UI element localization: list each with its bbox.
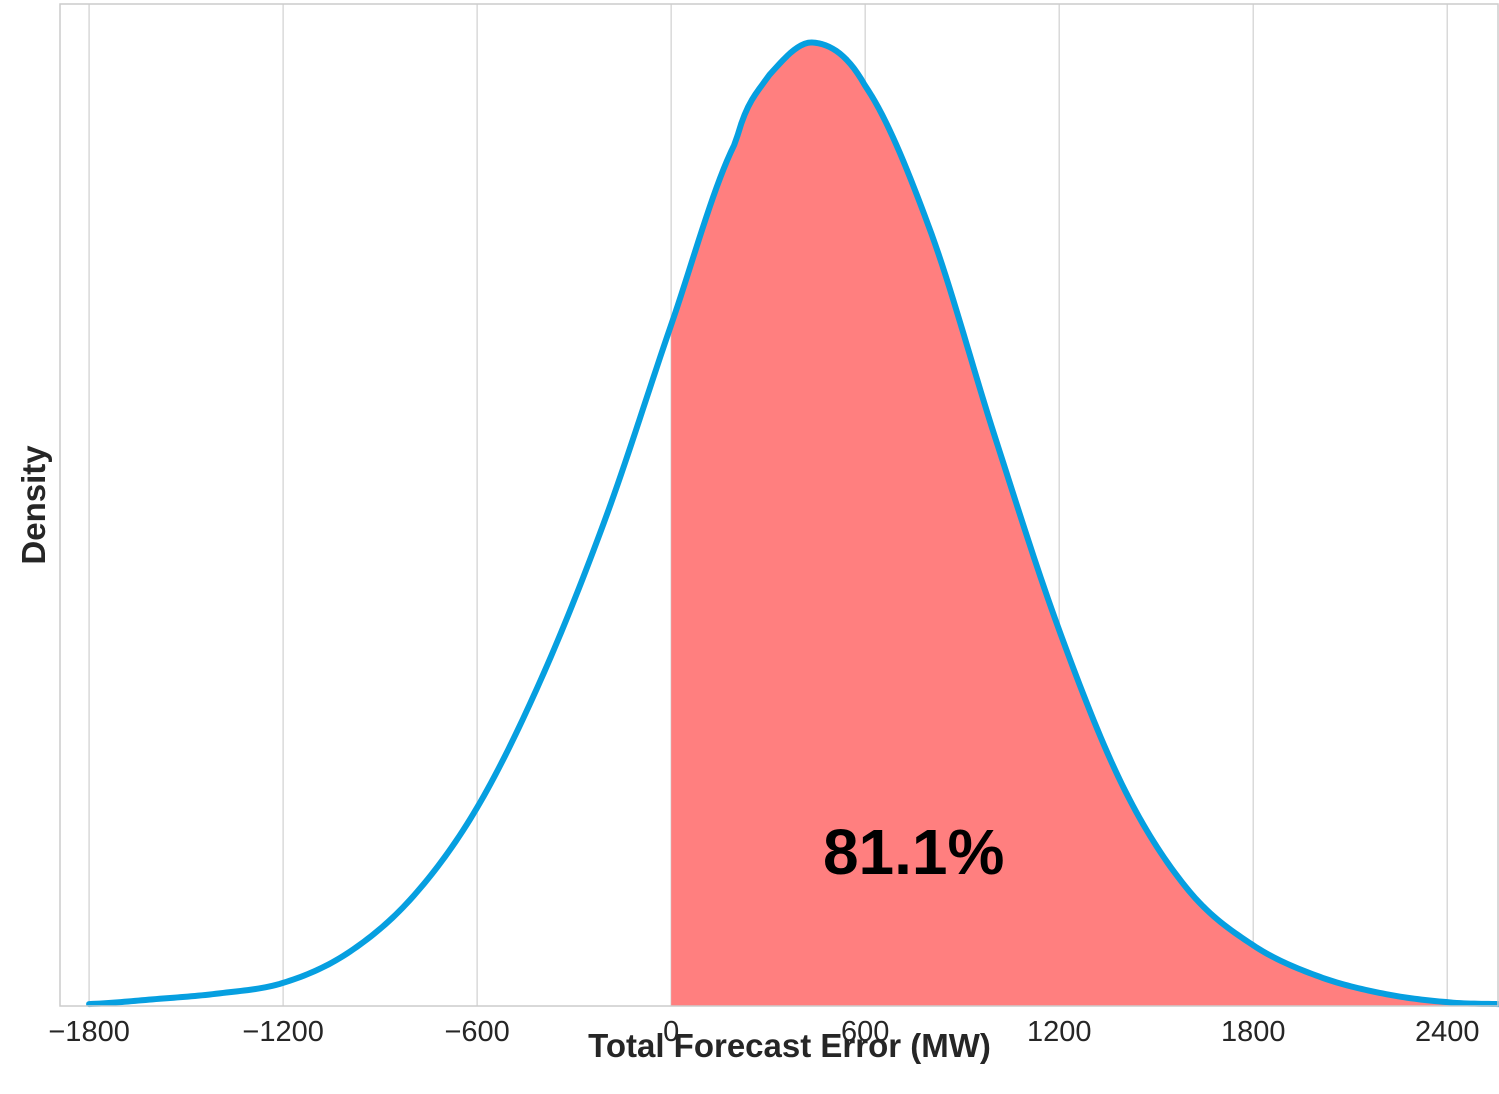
x-tick-label: 0 bbox=[663, 1016, 679, 1048]
density-curve bbox=[86, 39, 1499, 1008]
x-axis-label: Total Forecast Error (MW) bbox=[588, 1027, 991, 1064]
x-tick-label: −1800 bbox=[48, 1016, 129, 1048]
x-tick-labels: −1800 −1200 −600 0 600 1200 1800 2400 bbox=[48, 1016, 1479, 1048]
axes-frame bbox=[59, 3, 1499, 1007]
x-tick-label: −1200 bbox=[242, 1016, 323, 1048]
percent-annotation: 81.1% bbox=[823, 816, 1004, 888]
x-tick-label: 1800 bbox=[1221, 1016, 1286, 1048]
x-tick-label: −600 bbox=[444, 1016, 509, 1048]
x-tick-label: 1200 bbox=[1027, 1016, 1092, 1048]
shaded-area bbox=[671, 42, 1499, 1006]
y-axis-label: Density bbox=[15, 445, 52, 565]
x-tick-label: 2400 bbox=[1415, 1016, 1480, 1048]
x-tick-label: 600 bbox=[841, 1016, 889, 1048]
